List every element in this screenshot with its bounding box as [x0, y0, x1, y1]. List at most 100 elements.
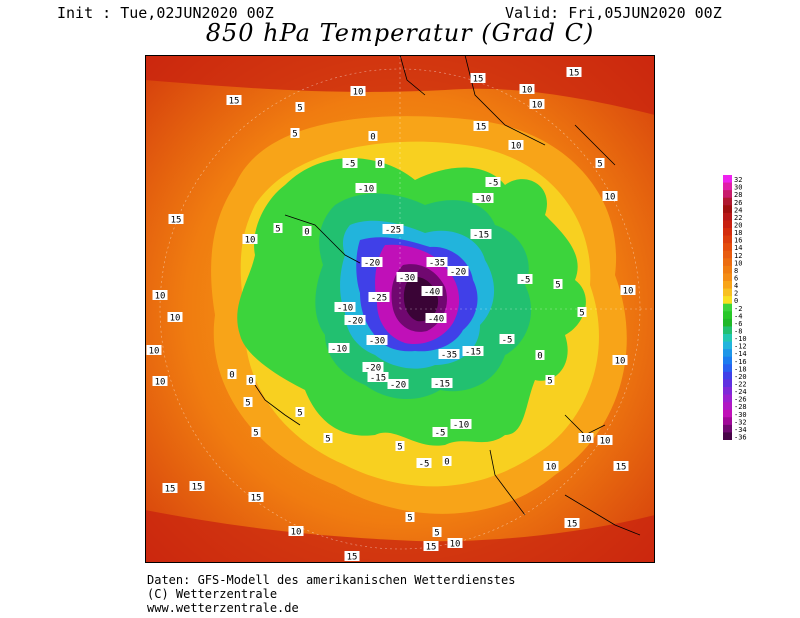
contour-label: -10 — [334, 302, 356, 314]
svg-text:10: 10 — [532, 101, 543, 111]
legend-swatch — [723, 212, 732, 221]
contour-label: 5 — [273, 223, 283, 235]
temperature-map: 10 15 5 5 0 -5 0 -10 -5 -10 15 10 10 15 10 15 5 10 15 10 0 5 -… — [145, 55, 655, 563]
contour-label: 0 — [368, 131, 378, 143]
legend-swatch — [723, 228, 732, 236]
svg-text:10: 10 — [546, 463, 557, 473]
legend-level-label: 14 — [734, 244, 742, 252]
svg-text:15: 15 — [192, 483, 203, 493]
contour-label: -25 — [368, 292, 390, 304]
contour-label: -20 — [361, 257, 383, 269]
svg-text:-35: -35 — [429, 259, 445, 269]
svg-text:-20: -20 — [450, 268, 466, 278]
svg-text:-5: -5 — [419, 460, 430, 470]
contour-label: 15 — [344, 551, 360, 563]
contour-label: 5 — [595, 158, 605, 170]
svg-text:-25: -25 — [371, 294, 387, 304]
svg-text:10: 10 — [149, 347, 160, 357]
legend-level-label: 20 — [734, 222, 742, 230]
legend-swatch — [723, 220, 732, 229]
svg-text:0: 0 — [537, 352, 542, 362]
svg-text:10: 10 — [623, 287, 634, 297]
legend-level-label: -30 — [734, 411, 747, 419]
svg-text:-5: -5 — [345, 160, 356, 170]
contour-label: 15 — [226, 95, 242, 107]
contour-label: 10 — [242, 234, 258, 246]
legend-swatch — [723, 265, 732, 274]
contour-label: 10 — [146, 345, 162, 357]
init-time-label: Init : Tue,02JUN2020 00Z — [57, 4, 274, 22]
contour-label: 0 — [302, 226, 312, 238]
copyright-text: (C) Wetterzentrale — [147, 587, 278, 601]
legend-level-label: -10 — [734, 335, 747, 343]
legend-level-label: 18 — [734, 229, 742, 237]
website-link[interactable]: www.wetterzentrale.de — [147, 601, 299, 615]
contour-label: 10 — [620, 285, 636, 297]
contour-label: 5 — [295, 102, 305, 114]
svg-text:5: 5 — [292, 130, 297, 140]
svg-text:10: 10 — [353, 88, 364, 98]
svg-text:5: 5 — [245, 399, 250, 409]
legend-level-label: -20 — [734, 373, 747, 381]
source-text: Daten: GFS-Modell des amerikanischen Wet… — [147, 573, 516, 587]
svg-text:0: 0 — [229, 371, 234, 381]
legend-swatch — [723, 175, 732, 183]
legend-swatch — [723, 349, 732, 358]
legend-level-label: 4 — [734, 282, 738, 290]
svg-text:10: 10 — [291, 528, 302, 538]
contour-label: 5 — [577, 307, 587, 319]
svg-text:5: 5 — [397, 443, 402, 453]
svg-text:15: 15 — [165, 485, 176, 495]
contour-label: 10 — [508, 140, 524, 152]
contour-label: -20 — [344, 315, 366, 327]
legend-level-label: -6 — [734, 320, 742, 328]
svg-text:-10: -10 — [331, 345, 347, 355]
contour-label: 5 — [553, 279, 563, 291]
svg-text:-25: -25 — [385, 226, 401, 236]
contour-label: 10 — [543, 461, 559, 473]
svg-text:15: 15 — [476, 123, 487, 133]
contour-label: -15 — [470, 229, 492, 241]
legend-level-label: -32 — [734, 418, 747, 426]
svg-text:5: 5 — [275, 225, 280, 235]
legend-swatch — [723, 402, 732, 411]
contour-label: 15 — [613, 461, 629, 473]
svg-text:-20: -20 — [390, 381, 406, 391]
svg-text:10: 10 — [600, 437, 611, 447]
legend-level-label: -4 — [734, 312, 742, 320]
contour-label: 15 — [423, 541, 439, 553]
legend-swatch — [723, 417, 732, 426]
legend-level-label: -8 — [734, 328, 742, 336]
svg-text:15: 15 — [347, 553, 358, 563]
contour-label: 0 — [442, 456, 452, 468]
legend-swatch — [723, 318, 732, 327]
svg-text:5: 5 — [597, 160, 602, 170]
legend-level-label: 26 — [734, 199, 742, 207]
contour-label: 5 — [405, 512, 415, 524]
legend-level-label: -22 — [734, 381, 747, 389]
svg-text:15: 15 — [473, 75, 484, 85]
legend-swatch — [723, 273, 732, 282]
svg-text:15: 15 — [171, 216, 182, 226]
legend-level-label: 24 — [734, 206, 742, 214]
contour-label: 15 — [162, 483, 178, 495]
valid-time-label: Valid: Fri,05JUN2020 00Z — [505, 4, 722, 22]
contour-label: -20 — [387, 379, 409, 391]
legend-swatch — [723, 258, 732, 267]
svg-text:-20: -20 — [347, 317, 363, 327]
legend-items: 32302826242220181614121086420-2-4-6-8-10… — [723, 175, 747, 440]
contour-label: 10 — [519, 84, 535, 96]
legend-swatch — [723, 424, 732, 433]
contour-label: -15 — [462, 346, 484, 358]
contour-label: -5 — [416, 458, 432, 470]
legend-level-label: 16 — [734, 237, 742, 245]
svg-text:-15: -15 — [434, 380, 450, 390]
legend-level-label: -28 — [734, 403, 747, 411]
contour-label: 15 — [470, 73, 486, 85]
legend-level-label: -24 — [734, 388, 747, 396]
svg-text:10: 10 — [155, 378, 166, 388]
svg-text:-5: -5 — [520, 276, 531, 286]
legend-level-label: 0 — [734, 297, 738, 305]
svg-text:-15: -15 — [473, 231, 489, 241]
svg-text:-10: -10 — [358, 185, 374, 195]
